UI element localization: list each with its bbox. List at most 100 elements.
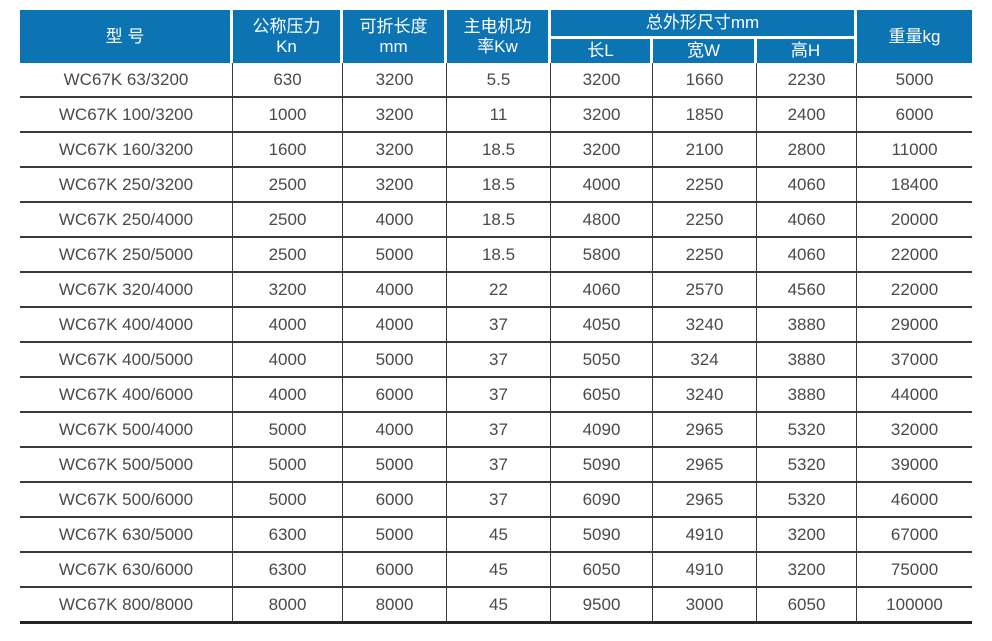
cell-dim-height: 2400 (757, 98, 858, 133)
table-row: WC67K 250/5000 2500 5000 18.5 5800 2250 … (20, 238, 973, 273)
cell-motor-power: 37 (447, 413, 551, 448)
cell-pressure: 3200 (233, 273, 343, 308)
cell-pressure: 6300 (233, 553, 343, 588)
cell-model: WC67K 400/4000 (20, 308, 233, 343)
cell-dim-height: 4060 (757, 168, 858, 203)
table-row: WC67K 500/6000 5000 6000 37 6090 2965 53… (20, 483, 973, 518)
cell-dim-length: 4090 (551, 413, 653, 448)
cell-dim-length: 6050 (551, 553, 653, 588)
table-row: WC67K 400/4000 4000 4000 37 4050 3240 38… (20, 308, 973, 343)
table-header: 型 号 公称压力 Kn 可折长度 mm 主电机功 率Kw 总外形尺寸mm 重量k… (20, 10, 973, 63)
cell-model: WC67K 250/4000 (20, 203, 233, 238)
cell-dim-height: 3200 (757, 553, 858, 588)
cell-fold-length: 3200 (343, 133, 447, 168)
cell-dim-width: 2100 (653, 133, 757, 168)
cell-motor-power: 37 (447, 308, 551, 343)
table-row: WC67K 630/5000 6300 5000 45 5090 4910 32… (20, 518, 973, 553)
cell-weight: 29000 (857, 308, 973, 343)
cell-dim-height: 4560 (757, 273, 858, 308)
cell-weight: 11000 (857, 133, 973, 168)
cell-motor-power: 18.5 (447, 203, 551, 238)
table-row: WC67K 400/6000 4000 6000 37 6050 3240 38… (20, 378, 973, 413)
table-row: WC67K 250/4000 2500 4000 18.5 4800 2250 … (20, 203, 973, 238)
spec-table: 型 号 公称压力 Kn 可折长度 mm 主电机功 率Kw 总外形尺寸mm 重量k… (20, 10, 973, 624)
cell-dim-length: 4060 (551, 273, 653, 308)
cell-motor-power: 22 (447, 273, 551, 308)
cell-dim-width: 2965 (653, 483, 757, 518)
cell-fold-length: 6000 (343, 483, 447, 518)
cell-fold-length: 3200 (343, 63, 447, 98)
cell-dim-height: 3200 (757, 518, 858, 553)
cell-weight: 75000 (857, 553, 973, 588)
cell-dim-width: 2570 (653, 273, 757, 308)
cell-weight: 6000 (857, 98, 973, 133)
header-fold-length: 可折长度 mm (343, 10, 447, 63)
cell-fold-length: 5000 (343, 518, 447, 553)
cell-model: WC67K 63/3200 (20, 63, 233, 98)
cell-dim-height: 3880 (757, 378, 858, 413)
cell-pressure: 2500 (233, 168, 343, 203)
header-dim-width: 宽W (653, 39, 757, 63)
table-row: WC67K 320/4000 3200 4000 22 4060 2570 45… (20, 273, 973, 308)
cell-dim-width: 4910 (653, 518, 757, 553)
cell-fold-length: 3200 (343, 168, 447, 203)
cell-dim-height: 6050 (757, 588, 858, 624)
cell-model: WC67K 630/5000 (20, 518, 233, 553)
cell-dim-height: 3880 (757, 343, 858, 378)
cell-model: WC67K 400/5000 (20, 343, 233, 378)
cell-pressure: 630 (233, 63, 343, 98)
cell-dim-width: 3240 (653, 308, 757, 343)
cell-weight: 44000 (857, 378, 973, 413)
cell-pressure: 5000 (233, 413, 343, 448)
cell-pressure: 2500 (233, 238, 343, 273)
cell-dim-height: 5320 (757, 448, 858, 483)
table-row: WC67K 630/6000 6300 6000 45 6050 4910 32… (20, 553, 973, 588)
cell-model: WC67K 630/6000 (20, 553, 233, 588)
cell-model: WC67K 500/5000 (20, 448, 233, 483)
cell-fold-length: 4000 (343, 273, 447, 308)
cell-fold-length: 6000 (343, 553, 447, 588)
cell-weight: 39000 (857, 448, 973, 483)
cell-dim-width: 2965 (653, 413, 757, 448)
cell-motor-power: 37 (447, 343, 551, 378)
cell-motor-power: 11 (447, 98, 551, 133)
cell-motor-power: 37 (447, 378, 551, 413)
cell-dim-width: 1850 (653, 98, 757, 133)
cell-dim-length: 5800 (551, 238, 653, 273)
cell-motor-power: 37 (447, 483, 551, 518)
cell-model: WC67K 800/8000 (20, 588, 233, 624)
cell-pressure: 2500 (233, 203, 343, 238)
cell-dim-height: 4060 (757, 238, 858, 273)
cell-model: WC67K 500/6000 (20, 483, 233, 518)
cell-weight: 67000 (857, 518, 973, 553)
cell-weight: 5000 (857, 63, 973, 98)
cell-model: WC67K 320/4000 (20, 273, 233, 308)
cell-model: WC67K 250/3200 (20, 168, 233, 203)
cell-pressure: 8000 (233, 588, 343, 624)
cell-dim-width: 2250 (653, 168, 757, 203)
cell-weight: 18400 (857, 168, 973, 203)
table-body: WC67K 63/3200 630 3200 5.5 3200 1660 223… (20, 63, 973, 624)
cell-dim-length: 6050 (551, 378, 653, 413)
table-row: WC67K 160/3200 1600 3200 18.5 3200 2100 … (20, 133, 973, 168)
cell-fold-length: 4000 (343, 203, 447, 238)
cell-dim-length: 4050 (551, 308, 653, 343)
cell-pressure: 1600 (233, 133, 343, 168)
cell-motor-power: 18.5 (447, 133, 551, 168)
cell-weight: 32000 (857, 413, 973, 448)
cell-dim-width: 1660 (653, 63, 757, 98)
cell-model: WC67K 250/5000 (20, 238, 233, 273)
cell-dim-height: 5320 (757, 413, 858, 448)
cell-model: WC67K 160/3200 (20, 133, 233, 168)
header-motor-power: 主电机功 率Kw (447, 10, 551, 63)
cell-pressure: 4000 (233, 343, 343, 378)
cell-dim-width: 4910 (653, 553, 757, 588)
cell-dim-length: 6090 (551, 483, 653, 518)
cell-weight: 37000 (857, 343, 973, 378)
cell-dim-length: 4800 (551, 203, 653, 238)
cell-weight: 22000 (857, 273, 973, 308)
cell-dim-width: 2250 (653, 238, 757, 273)
cell-fold-length: 6000 (343, 378, 447, 413)
cell-dim-length: 3200 (551, 63, 653, 98)
